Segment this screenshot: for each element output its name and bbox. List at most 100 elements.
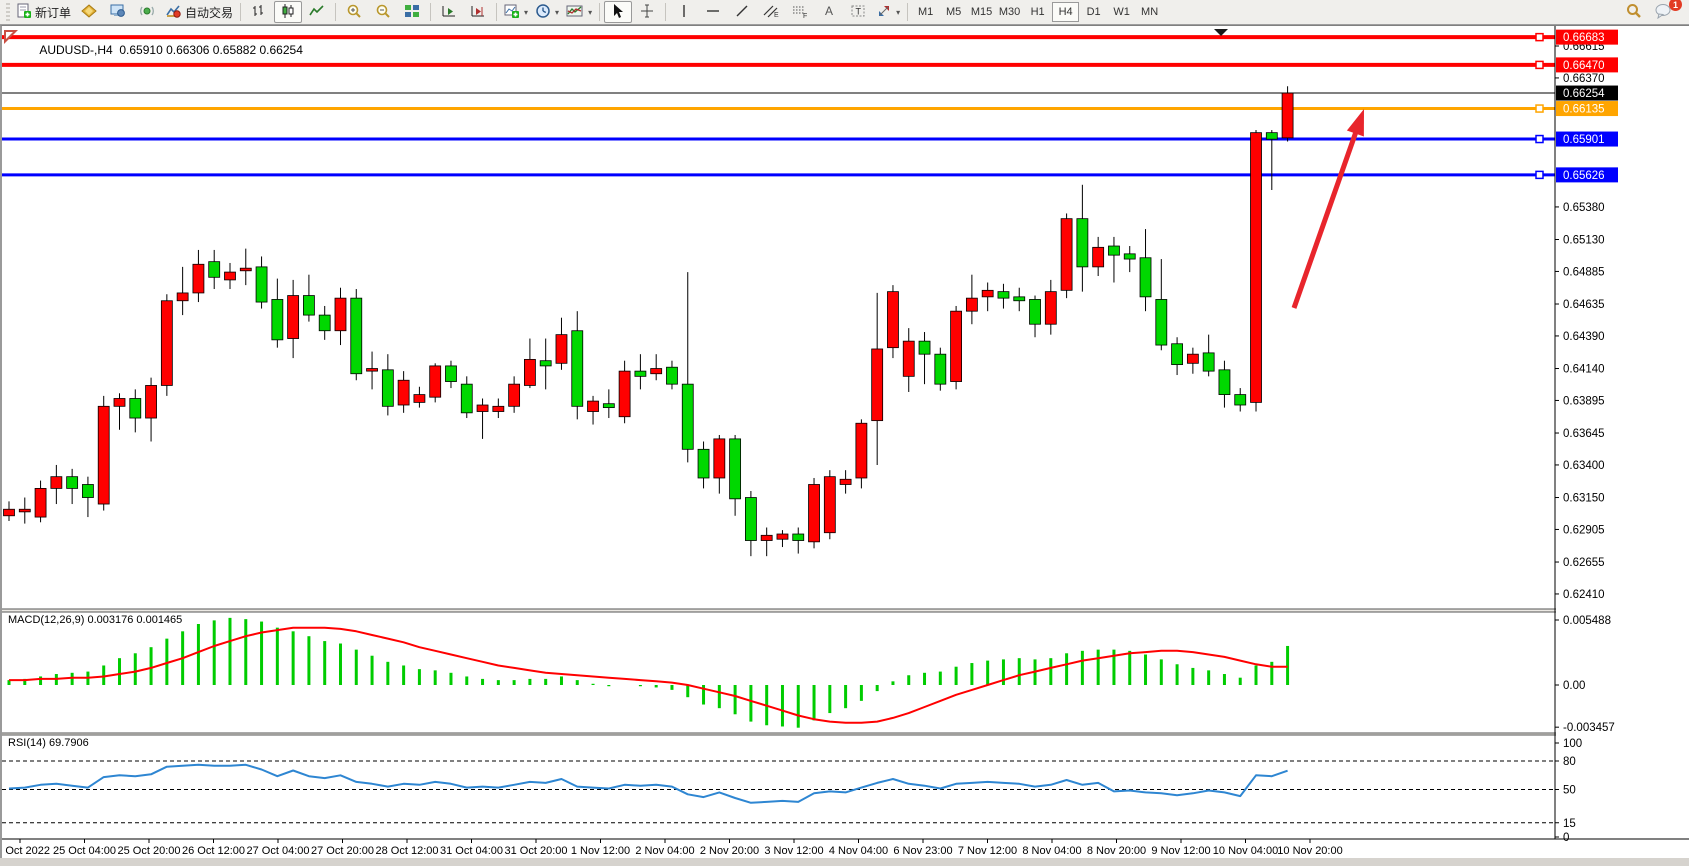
candle-down <box>602 403 615 409</box>
timeframe-button-w1[interactable]: W1 <box>1113 6 1130 18</box>
search-button[interactable] <box>1620 1 1648 23</box>
price-tick-label: 0.62905 <box>1563 524 1605 536</box>
indicators-button[interactable]: ▾ <box>501 1 531 23</box>
macd-signal-line <box>9 626 1288 724</box>
horizontal-line-button[interactable] <box>699 1 727 23</box>
price-line-label-bg <box>1556 57 1618 73</box>
timeframe-button-m5[interactable]: M5 <box>945 6 962 18</box>
timeframe-button-m30[interactable]: M30 <box>998 6 1021 18</box>
time-tick-label: 27 Oct 20:00 <box>311 845 374 857</box>
candle-down <box>460 383 473 414</box>
templates-button[interactable]: ▾ <box>563 1 595 23</box>
candle-down <box>792 533 805 541</box>
periods-button[interactable]: ▾ <box>532 1 562 23</box>
candle-up <box>413 394 426 403</box>
tile-windows-button[interactable] <box>398 1 426 23</box>
time-tick-label: 6 Nov 23:00 <box>893 845 952 857</box>
vertical-line-icon <box>677 3 691 22</box>
macd-tick-label: -0.003457 <box>1563 722 1615 734</box>
price-line-label: 0.65901 <box>1563 134 1605 146</box>
candle-down <box>1076 218 1089 268</box>
hline-handle[interactable] <box>1535 170 1544 180</box>
auto-scroll-button[interactable] <box>435 1 463 23</box>
macd-pane <box>7 617 1290 728</box>
new-order-button[interactable]: 新订单 <box>13 1 74 23</box>
text-label-icon: T <box>850 3 866 22</box>
bar-chart-button[interactable] <box>245 1 273 23</box>
chart-shift-marker[interactable] <box>1214 29 1228 36</box>
candle-down <box>997 291 1010 299</box>
time-tick-label: 31 Oct 04:00 <box>440 845 503 857</box>
channel-icon: E <box>762 3 780 22</box>
svg-text:E: E <box>774 12 779 19</box>
timeframe-button-d1[interactable]: D1 <box>1086 6 1101 18</box>
cursor-button[interactable] <box>604 1 633 23</box>
chart-ohlc-values: 0.65910 0.66306 0.65882 0.66254 <box>119 43 303 57</box>
candle-up <box>555 334 568 364</box>
candle-up <box>160 300 173 386</box>
candle-up <box>902 340 915 377</box>
hline-handle[interactable] <box>1535 104 1544 113</box>
pane-separator[interactable] <box>2 609 1689 612</box>
timeframe-button-m1[interactable]: M1 <box>917 6 934 18</box>
candle-up <box>508 383 521 407</box>
candle-down <box>381 369 394 407</box>
candle-down <box>1139 257 1152 298</box>
timeframe-button-m15[interactable]: M15 <box>970 6 993 18</box>
text-label-button[interactable]: T <box>844 1 872 23</box>
price-tick-label: 0.63400 <box>1563 460 1605 472</box>
vertical-line-button[interactable] <box>670 1 698 23</box>
signals-button[interactable] <box>133 1 161 23</box>
timeframe-button-h4[interactable]: H4 <box>1052 2 1080 22</box>
timeframe-button-mn[interactable]: MN <box>1141 6 1159 18</box>
price-axis[interactable]: 0.666150.663700.653800.651300.648850.646… <box>1554 26 1689 844</box>
rsi-tick-label: 80 <box>1563 756 1576 768</box>
candle-down <box>744 497 757 541</box>
candle-up <box>618 370 631 418</box>
price-tick-label: 0.62655 <box>1563 557 1605 569</box>
templates-icon <box>566 3 584 22</box>
shapes-button[interactable]: ▾ <box>873 1 903 23</box>
candle-up <box>50 476 63 489</box>
zoom-in-button[interactable] <box>340 1 368 23</box>
hline-handle[interactable] <box>1535 60 1544 70</box>
market-watch-icon <box>110 3 126 22</box>
new-order-icon <box>16 3 32 22</box>
zoom-out-button[interactable] <box>369 1 397 23</box>
crosshair-icon <box>639 3 655 22</box>
trendline-button[interactable] <box>728 1 756 23</box>
candle-down <box>1013 296 1026 302</box>
candle-up <box>1250 132 1262 403</box>
market-watch-button[interactable] <box>104 1 132 23</box>
candle-up <box>287 295 300 339</box>
candle-up <box>587 400 599 412</box>
indicators-icon <box>504 3 520 22</box>
candlestick-chart-button[interactable] <box>274 1 303 23</box>
separator <box>240 3 242 21</box>
line-chart-button[interactable] <box>303 1 331 23</box>
text-button[interactable]: A <box>815 1 843 23</box>
candle-down <box>697 448 710 479</box>
chat-button[interactable]: 1 <box>1649 0 1682 23</box>
zoom-out-icon <box>375 3 391 22</box>
candlestick-chart-icon <box>280 3 296 22</box>
price-tick-label: 0.64140 <box>1563 364 1605 376</box>
candle-down <box>1123 253 1136 260</box>
channel-button[interactable]: E <box>757 1 785 23</box>
time-tick-label: 10 Nov 20:00 <box>1277 845 1342 857</box>
signal-icon <box>139 3 155 22</box>
pane-separator[interactable] <box>2 733 1689 735</box>
autotrading-button[interactable]: 自动交易 <box>162 1 236 23</box>
candle-down <box>445 365 457 382</box>
profiles-button[interactable] <box>75 1 103 23</box>
chart-shift-button[interactable] <box>464 1 492 23</box>
hline-handle[interactable] <box>1535 32 1544 42</box>
price-tick-label: 0.63895 <box>1563 395 1605 407</box>
hline-handle[interactable] <box>1535 134 1544 144</box>
crosshair-button[interactable] <box>633 1 661 23</box>
timeframe-button-h1[interactable]: H1 <box>1030 6 1045 18</box>
trend-arrow-annotation[interactable] <box>1291 127 1360 309</box>
price-chart[interactable]: 0.666150.663700.653800.651300.648850.646… <box>2 26 1689 858</box>
fibonacci-button[interactable]: F <box>786 1 814 23</box>
